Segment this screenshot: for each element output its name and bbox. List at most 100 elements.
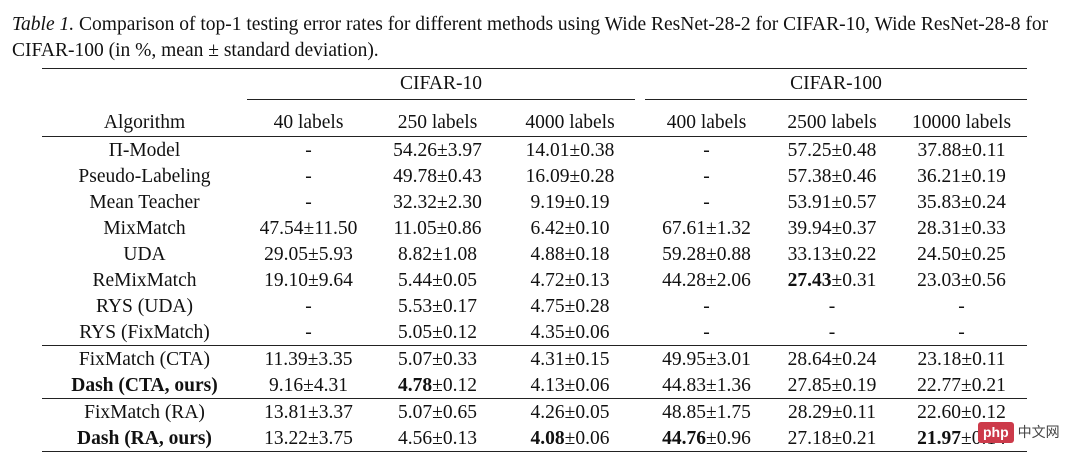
table-cell: 33.13±0.22	[787, 243, 877, 265]
table-cell: 4.08±0.06	[505, 425, 635, 452]
table-row: ReMixMatch 19.10±9.64 5.44±0.05 4.72±0.13 44…	[42, 267, 1027, 293]
table-cell: 37.88±0.11	[896, 136, 1027, 163]
table-cell: 6.42±0.10	[530, 217, 610, 239]
table-row: UDA 29.05±5.93 8.82±1.08 4.88±0.18 59.28±0.8…	[42, 241, 1027, 267]
table-row: MixMatch 47.54±11.50 11.05±0.86 6.42±0.10 67…	[42, 215, 1027, 241]
table-row: Mean Teacher - 32.32±2.30 9.19±0.19 - 53.91±0…	[42, 189, 1027, 215]
table-caption: Table 1. Comparison of top-1 testing err…	[12, 12, 1070, 64]
watermark-text: 中文网	[1017, 425, 1060, 441]
algorithm-name: UDA	[123, 243, 166, 265]
table-cell: 4.26±0.05	[505, 398, 635, 425]
best-mean: 21.97	[917, 427, 962, 449]
algorithm-name: Mean Teacher	[89, 191, 200, 213]
group-header-row: CIFAR-10 CIFAR-100	[42, 68, 1027, 100]
table-row: FixMatch (CTA) 11.39±3.35 5.07±0.33 4.31±0.…	[42, 345, 1027, 372]
table-cell: 5.07±0.33	[370, 345, 505, 372]
algorithm-name: RYS (FixMatch)	[79, 321, 210, 343]
algorithm-name: Dash (RA, ours)	[42, 425, 247, 452]
table-row: Dash (CTA, ours) 9.16±4.31 4.78±0.12 4.13±0…	[42, 372, 1027, 399]
table-cell: 44.28±2.06	[662, 269, 751, 291]
caption-text: Comparison of top-1 testing error rates …	[12, 14, 1049, 61]
table-cell: -	[645, 136, 768, 163]
table-cell: 11.05±0.86	[393, 217, 482, 239]
header-40-labels: 40 labels	[273, 112, 344, 133]
header-250-labels: 250 labels	[397, 112, 478, 133]
table-cell: 53.91±0.57	[787, 191, 877, 213]
table-cell: 11.39±3.35	[247, 345, 370, 372]
best-mean: 27.43	[787, 269, 832, 291]
table-cell: 49.78±0.43	[393, 165, 482, 187]
table-cell: -	[305, 321, 312, 343]
header-algorithm: Algorithm	[103, 112, 186, 133]
table-cell: 5.07±0.65	[370, 398, 505, 425]
table-cell: 9.19±0.19	[530, 191, 610, 213]
std-dev: ±0.31	[831, 269, 877, 291]
table-cell: 27.18±0.21	[768, 425, 896, 452]
table-cell: 16.09±0.28	[525, 165, 615, 187]
table-row: RYS (FixMatch) - 5.05±0.12 4.35±0.06 - - -	[42, 319, 1027, 346]
algorithm-name: Pseudo-Labeling	[78, 165, 211, 187]
column-header-row: Algorithm 40 labels 250 labels 4000 labe…	[42, 100, 1027, 137]
table-cell: 35.83±0.24	[917, 191, 1006, 213]
table-cell: -	[247, 136, 370, 163]
table-cell: 4.56±0.13	[370, 425, 505, 452]
table-cell: 4.13±0.06	[530, 374, 610, 396]
std-dev: ±0.96	[706, 427, 751, 449]
best-mean: 4.08	[530, 427, 565, 449]
table-cell: 22.60±0.12	[896, 398, 1027, 425]
table-cell: 5.05±0.12	[398, 321, 477, 343]
table-cell: 4.78±0.12	[370, 372, 505, 399]
table-cell: 48.85±1.75	[645, 398, 768, 425]
table-cell: 19.10±9.64	[264, 269, 353, 291]
header-400-labels: 400 labels	[666, 112, 747, 133]
algorithm-name: Π-Model	[42, 136, 247, 163]
watermark: php 中文网	[978, 417, 1060, 447]
header-10000-labels: 10000 labels	[911, 112, 1012, 133]
table-cell: -	[828, 295, 836, 317]
table-cell: 28.29±0.11	[768, 398, 896, 425]
table-cell: -	[828, 321, 836, 343]
table-cell: 23.18±0.11	[896, 345, 1027, 372]
table-cell: 22.77±0.21	[917, 374, 1006, 396]
table-cell: 27.43±0.31	[768, 267, 896, 293]
table-cell: 4.75±0.28	[530, 295, 610, 317]
table-cell: -	[703, 321, 710, 343]
table-cell: 23.03±0.56	[917, 269, 1006, 291]
std-dev: ±0.12	[432, 374, 477, 396]
table-cell: -	[305, 295, 312, 317]
table-cell: 4.31±0.15	[505, 345, 635, 372]
table-cell: 44.83±1.36	[662, 374, 751, 396]
table-cell: 54.26±3.97	[370, 136, 505, 163]
table-cell: 59.28±0.88	[662, 243, 751, 265]
table-cell: 67.61±1.32	[662, 217, 751, 239]
table-cell: 13.81±3.37	[247, 398, 370, 425]
caption-label: Table 1.	[12, 14, 75, 35]
table-cell: -	[305, 191, 312, 213]
std-dev: ±0.06	[564, 427, 610, 449]
watermark-badge: php	[978, 421, 1014, 443]
table-cell: 5.44±0.05	[398, 269, 477, 291]
header-2500-labels: 2500 labels	[787, 112, 877, 133]
table-cell: 47.54±11.50	[259, 217, 358, 239]
table-cell: 28.64±0.24	[768, 345, 896, 372]
table-cell: 9.16±4.31	[269, 374, 348, 396]
table-cell: 49.95±3.01	[645, 345, 768, 372]
table-cell: 28.31±0.33	[917, 217, 1006, 239]
table-cell: 39.94±0.37	[787, 217, 877, 239]
algorithm-name: ReMixMatch	[92, 269, 197, 291]
table-row: Π-Model -54.26±3.97 14.01±0.38-57.25±0.48 3…	[42, 136, 1027, 163]
table-cell: 24.50±0.25	[917, 243, 1006, 265]
header-4000-labels: 4000 labels	[525, 112, 615, 133]
table-cell: 5.53±0.17	[398, 295, 477, 317]
table-cell: 13.22±3.75	[247, 425, 370, 452]
best-mean: 4.78	[398, 374, 433, 396]
table-cell: 4.88±0.18	[530, 243, 610, 265]
table-row: FixMatch (RA) 13.81±3.37 5.07±0.65 4.26±0.0…	[42, 398, 1027, 425]
table-cell: 4.72±0.13	[530, 269, 610, 291]
group-cifar10: CIFAR-10	[247, 68, 635, 100]
table-cell: -	[703, 191, 710, 213]
table-cell: -	[703, 295, 710, 317]
best-mean: 44.76	[662, 427, 707, 449]
table-cell: 14.01±0.38	[505, 136, 635, 163]
table-cell: 32.32±2.30	[393, 191, 482, 213]
